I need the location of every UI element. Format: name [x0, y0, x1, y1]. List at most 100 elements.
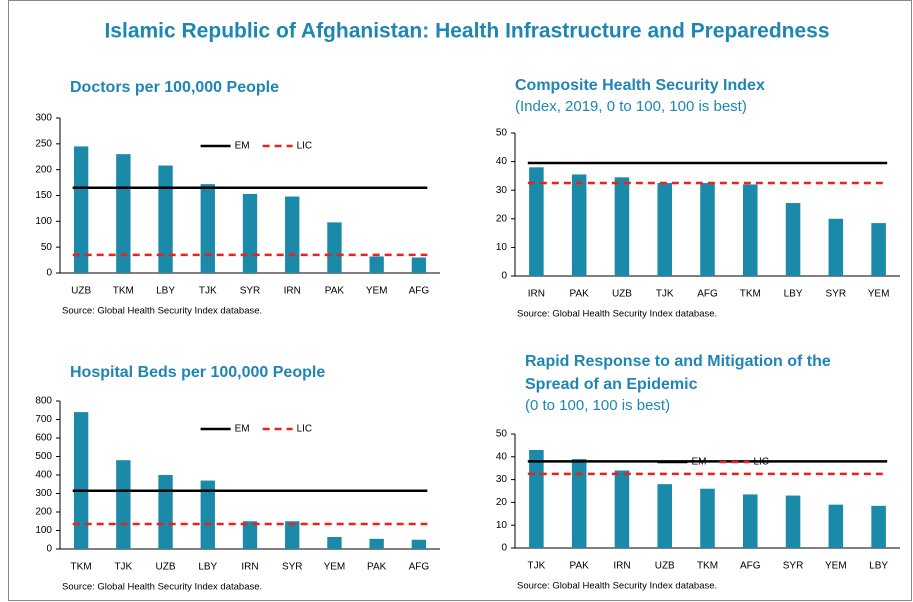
y-tick-label: 250	[35, 138, 52, 149]
legend-label: LIC	[297, 141, 313, 152]
legend-label: EM	[691, 457, 706, 468]
x-tick-label: TJK	[199, 286, 217, 297]
chart-title: Doctors per 100,000 People	[70, 79, 279, 96]
bar	[828, 218, 844, 276]
chart-subtitle: (Index, 2019, 0 to 100, 100 is best)	[515, 98, 747, 115]
bar	[785, 495, 801, 548]
bar	[743, 184, 758, 276]
y-tick-label: 100	[35, 216, 52, 227]
x-tick-label: LBY	[156, 286, 175, 297]
x-tick-label: PAK	[367, 562, 387, 573]
y-tick-label: 10	[496, 520, 508, 531]
bar	[369, 538, 384, 549]
x-tick-label: TKM	[697, 561, 718, 572]
bar	[743, 494, 758, 548]
y-tick-label: 100	[35, 525, 52, 536]
y-tick-label: 800	[35, 396, 52, 407]
chart-title: Rapid Response to and Mitigation of the	[525, 353, 831, 370]
y-tick-label: 300	[35, 113, 52, 124]
bar	[285, 521, 300, 549]
x-tick-label: AFG	[409, 562, 430, 573]
x-tick-label: YEM	[825, 561, 847, 572]
bar	[369, 256, 384, 273]
y-tick-label: 150	[35, 190, 52, 201]
y-tick-label: 20	[496, 497, 508, 508]
bar	[614, 470, 630, 548]
x-tick-label: YEM	[868, 289, 890, 300]
y-tick-label: 40	[496, 156, 508, 167]
x-tick-label: TJK	[656, 289, 674, 300]
bar	[828, 504, 844, 548]
bar	[200, 480, 215, 549]
x-tick-label: LBY	[198, 562, 217, 573]
bar	[158, 165, 173, 273]
y-tick-label: 30	[496, 474, 508, 485]
y-tick-label: 600	[35, 433, 52, 444]
x-tick-label: IRN	[284, 286, 301, 297]
x-tick-label: UZB	[156, 562, 176, 573]
legend-label: LIC	[297, 424, 313, 435]
bar	[700, 183, 715, 276]
x-tick-label: PAK	[570, 289, 590, 300]
bar	[700, 488, 715, 548]
x-tick-label: IRN	[613, 561, 630, 572]
bar	[327, 222, 342, 273]
y-tick-label: 0	[501, 543, 507, 554]
x-tick-label: LBY	[784, 289, 803, 300]
chart-title: Composite Health Security Index	[515, 77, 765, 94]
y-tick-label: 50	[496, 429, 508, 440]
chart-subtitle: (0 to 100, 100 is best)	[525, 397, 670, 414]
x-tick-label: UZB	[655, 561, 675, 572]
y-tick-label: 40	[496, 451, 508, 462]
y-tick-label: 10	[496, 242, 508, 253]
y-tick-label: 20	[496, 213, 508, 224]
bar	[657, 484, 672, 548]
bar	[785, 203, 801, 276]
source-note: Source: Global Health Security Index dat…	[517, 309, 717, 320]
x-tick-label: SYR	[783, 561, 804, 572]
x-tick-label: TKM	[740, 289, 761, 300]
bar	[529, 449, 544, 548]
x-tick-label: IRN	[528, 289, 545, 300]
bar	[411, 539, 427, 549]
source-note: Source: Global Health Security Index dat…	[62, 306, 262, 317]
y-tick-label: 0	[46, 544, 52, 555]
x-tick-label: TJK	[114, 562, 132, 573]
bar	[571, 459, 587, 548]
bar	[242, 521, 258, 549]
source-note: Source: Global Health Security Index dat…	[517, 581, 717, 592]
bar	[571, 174, 587, 276]
y-tick-label: 200	[35, 164, 52, 175]
legend-label: EM	[235, 141, 250, 152]
x-tick-label: AFG	[740, 561, 761, 572]
x-tick-label: PAK	[570, 561, 590, 572]
x-tick-label: TKM	[71, 562, 92, 573]
y-tick-label: 50	[496, 128, 508, 139]
legend-label: LIC	[753, 457, 769, 468]
bar	[614, 177, 630, 276]
x-tick-label: YEM	[366, 286, 388, 297]
x-tick-label: LBY	[869, 561, 888, 572]
bar	[73, 146, 89, 273]
x-tick-label: SYR	[282, 562, 303, 573]
bar	[327, 536, 342, 549]
x-tick-label: TJK	[527, 561, 545, 572]
bar	[200, 184, 215, 273]
legend-label: EM	[235, 424, 250, 435]
x-tick-label: SYR	[826, 289, 847, 300]
y-tick-label: 0	[501, 271, 507, 282]
bar	[657, 183, 672, 276]
y-tick-label: 50	[41, 242, 53, 253]
bar	[871, 223, 886, 276]
y-tick-label: 200	[35, 507, 52, 518]
y-tick-label: 30	[496, 185, 508, 196]
x-tick-label: IRN	[241, 562, 258, 573]
x-tick-label: PAK	[325, 286, 345, 297]
x-tick-label: AFG	[409, 286, 430, 297]
chart-title: Hospital Beds per 100,000 People	[70, 364, 325, 381]
bar	[285, 196, 300, 273]
y-tick-label: 400	[35, 470, 52, 481]
bar	[871, 505, 886, 548]
bar	[116, 154, 131, 273]
